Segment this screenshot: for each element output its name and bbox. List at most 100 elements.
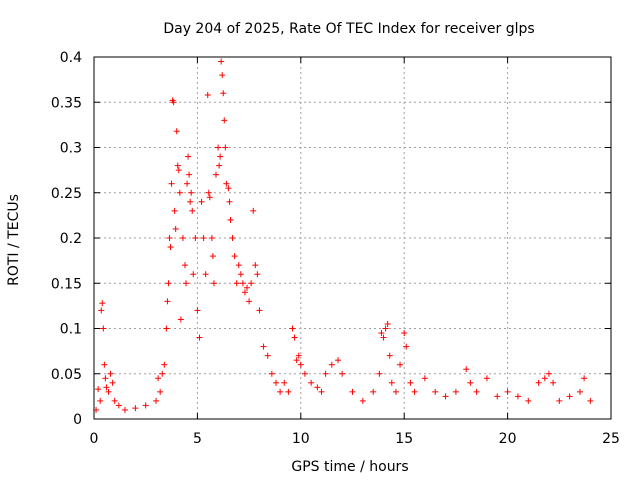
data-point-marker xyxy=(208,235,215,241)
data-point-marker xyxy=(200,235,207,241)
data-point-marker xyxy=(105,388,112,395)
data-point-marker xyxy=(155,375,162,382)
data-point-marker xyxy=(421,375,428,382)
x-tick-label: 5 xyxy=(193,431,202,447)
data-point-marker xyxy=(226,198,233,205)
data-point-marker xyxy=(285,388,292,395)
x-tick-label: 10 xyxy=(292,431,310,447)
data-point-marker xyxy=(525,397,532,404)
data-point-marker xyxy=(237,271,244,278)
data-point-marker xyxy=(107,370,114,377)
data-point-marker xyxy=(378,330,385,337)
data-point-marker xyxy=(176,189,183,196)
data-point-marker xyxy=(196,334,203,341)
data-point-marker xyxy=(452,388,459,395)
data-point-marker xyxy=(192,235,199,241)
data-point-marker xyxy=(260,343,267,350)
data-point-marker xyxy=(166,235,173,241)
data-point-marker xyxy=(189,207,196,214)
data-points xyxy=(93,58,594,413)
data-point-marker xyxy=(380,334,387,341)
data-point-marker xyxy=(244,284,251,291)
data-point-marker xyxy=(184,180,191,187)
data-point-marker xyxy=(514,393,521,400)
data-point-marker xyxy=(581,375,588,382)
data-point-marker xyxy=(97,397,104,404)
data-point-marker xyxy=(159,370,166,377)
data-point-marker xyxy=(177,316,184,323)
data-point-marker xyxy=(318,388,325,395)
data-point-marker xyxy=(359,397,366,404)
axis-ticks xyxy=(93,56,612,420)
data-point-marker xyxy=(248,280,255,287)
x-tick-label: 0 xyxy=(90,431,99,447)
x-tick-label: 20 xyxy=(499,431,517,447)
data-point-marker xyxy=(229,235,236,241)
data-point-marker xyxy=(103,384,110,391)
data-point-marker xyxy=(223,180,230,187)
data-point-marker xyxy=(172,225,179,232)
y-tick-label: 0.4 xyxy=(60,50,82,66)
data-point-marker xyxy=(132,405,139,412)
y-tick-label: 0.15 xyxy=(51,276,82,292)
data-point-marker xyxy=(349,388,356,395)
data-point-marker xyxy=(376,370,383,377)
data-point-marker xyxy=(111,397,118,404)
data-point-marker xyxy=(99,300,106,307)
data-point-marker xyxy=(185,153,192,160)
data-point-marker xyxy=(93,406,100,413)
x-axis-label: GPS time / hours xyxy=(291,459,408,475)
data-point-marker xyxy=(545,370,552,377)
y-tick-label: 0.35 xyxy=(51,95,82,111)
data-point-marker xyxy=(291,334,298,341)
data-point-marker xyxy=(175,167,182,174)
data-point-marker xyxy=(202,271,209,278)
data-point-marker xyxy=(179,235,186,241)
data-point-marker xyxy=(411,388,418,395)
data-point-marker xyxy=(101,361,108,368)
data-point-marker xyxy=(171,207,178,214)
data-point-marker xyxy=(494,393,501,400)
data-point-marker xyxy=(473,388,480,395)
data-point-marker xyxy=(370,388,377,395)
data-point-marker xyxy=(388,379,395,386)
data-point-marker xyxy=(218,58,225,65)
data-point-marker xyxy=(115,402,122,409)
data-point-marker xyxy=(167,244,174,251)
data-point-marker xyxy=(215,144,222,151)
data-point-marker xyxy=(322,370,329,377)
data-point-marker xyxy=(98,307,105,314)
data-point-marker xyxy=(297,361,304,368)
data-point-marker xyxy=(339,370,346,377)
data-point-marker xyxy=(550,379,557,386)
data-point-marker xyxy=(187,198,194,205)
data-point-marker xyxy=(397,361,404,368)
data-point-marker xyxy=(153,397,160,404)
data-point-marker xyxy=(281,379,288,386)
data-point-marker xyxy=(205,189,212,196)
data-point-marker xyxy=(535,379,542,386)
data-point-marker xyxy=(168,180,175,187)
data-point-marker xyxy=(231,253,238,260)
data-point-marker xyxy=(277,388,284,395)
data-point-marker xyxy=(407,379,414,386)
data-point-marker xyxy=(163,325,170,332)
data-point-marker xyxy=(181,262,188,269)
data-point-marker xyxy=(335,357,342,364)
data-point-marker xyxy=(216,162,223,169)
data-point-marker xyxy=(576,388,583,395)
data-point-marker xyxy=(209,253,216,260)
data-point-marker xyxy=(95,386,102,393)
data-point-marker xyxy=(384,320,391,327)
data-point-marker xyxy=(235,262,242,269)
data-point-marker xyxy=(186,171,193,178)
data-point-marker xyxy=(102,375,109,382)
data-point-marker xyxy=(204,92,211,99)
y-axis-label: ROTI / TECUs xyxy=(6,194,22,286)
x-tick-label: 25 xyxy=(602,431,620,447)
data-point-marker xyxy=(227,216,234,223)
data-point-marker xyxy=(233,280,240,287)
data-point-marker xyxy=(183,280,190,287)
data-point-marker xyxy=(483,375,490,382)
